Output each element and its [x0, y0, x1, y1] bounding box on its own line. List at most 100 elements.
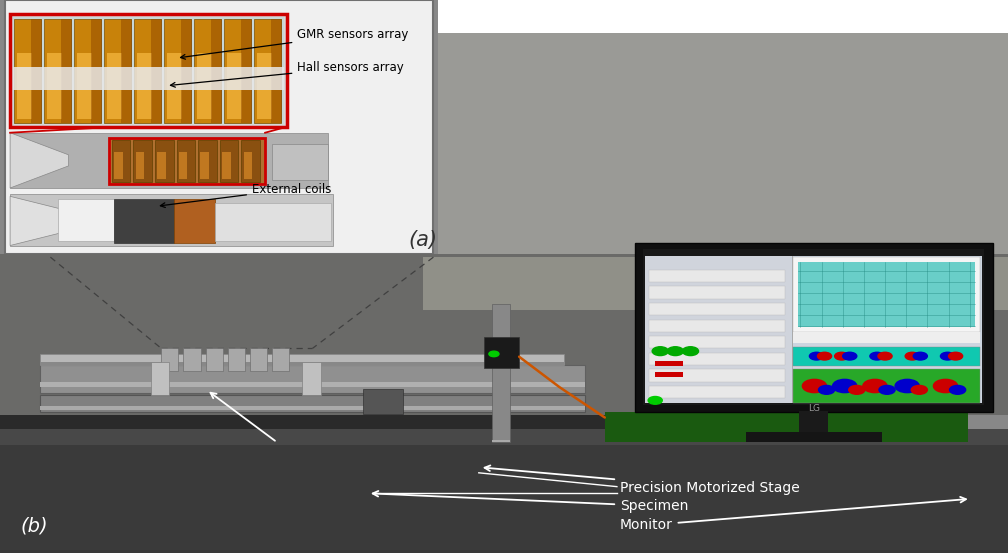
Circle shape: [879, 385, 895, 394]
Bar: [798, 262, 975, 327]
Text: Monitor: Monitor: [620, 497, 966, 533]
Circle shape: [949, 352, 963, 360]
Bar: [155, 140, 173, 182]
Bar: [649, 336, 785, 348]
Bar: [61, 19, 72, 123]
Bar: [492, 440, 510, 442]
Bar: [792, 256, 793, 403]
Bar: [241, 19, 252, 123]
Bar: [438, 0, 1008, 257]
Circle shape: [878, 352, 892, 360]
Circle shape: [835, 352, 849, 360]
Text: External coils: External coils: [160, 182, 332, 207]
Bar: [91, 19, 102, 123]
Circle shape: [950, 385, 966, 394]
Bar: [799, 411, 828, 434]
Circle shape: [818, 385, 835, 394]
Bar: [271, 19, 282, 123]
Bar: [10, 14, 287, 127]
Bar: [0, 415, 605, 429]
Bar: [649, 320, 785, 332]
Bar: [58, 199, 114, 241]
Bar: [649, 353, 785, 365]
Bar: [181, 19, 192, 123]
Bar: [227, 53, 242, 119]
Bar: [250, 348, 267, 371]
Bar: [655, 372, 683, 377]
Bar: [215, 203, 331, 241]
Bar: [107, 53, 122, 119]
Bar: [195, 19, 221, 123]
Polygon shape: [10, 196, 66, 246]
Circle shape: [863, 379, 887, 393]
Bar: [302, 362, 321, 395]
Bar: [44, 19, 72, 123]
Bar: [10, 133, 328, 188]
Bar: [649, 369, 785, 382]
Bar: [121, 19, 132, 123]
Bar: [201, 152, 209, 179]
Circle shape: [489, 351, 499, 357]
Bar: [212, 19, 222, 123]
Circle shape: [940, 352, 955, 360]
Bar: [109, 138, 265, 184]
Bar: [104, 19, 131, 123]
FancyBboxPatch shape: [5, 0, 433, 254]
Text: Specimen: Specimen: [373, 491, 688, 513]
Circle shape: [870, 352, 884, 360]
Circle shape: [809, 352, 824, 360]
Circle shape: [905, 352, 919, 360]
Circle shape: [911, 385, 927, 394]
Bar: [423, 257, 1008, 310]
Text: Hall sensors array: Hall sensors array: [170, 61, 404, 87]
Bar: [222, 152, 231, 179]
Text: (b): (b): [20, 517, 47, 536]
Bar: [649, 303, 785, 315]
Bar: [198, 53, 213, 119]
Bar: [643, 249, 984, 405]
Bar: [10, 194, 333, 246]
Circle shape: [849, 385, 865, 394]
Circle shape: [802, 379, 827, 393]
Circle shape: [843, 352, 857, 360]
Bar: [157, 152, 165, 179]
Bar: [244, 152, 252, 179]
Circle shape: [933, 379, 958, 393]
Bar: [183, 348, 201, 371]
Bar: [167, 53, 182, 119]
Circle shape: [682, 347, 699, 356]
Bar: [649, 386, 785, 398]
Bar: [161, 348, 178, 371]
Bar: [272, 144, 328, 180]
Bar: [13, 17, 284, 124]
Bar: [135, 152, 144, 179]
Bar: [31, 19, 41, 123]
Bar: [254, 19, 281, 123]
Bar: [178, 152, 187, 179]
Bar: [151, 362, 169, 395]
Circle shape: [817, 352, 832, 360]
Bar: [164, 19, 192, 123]
Bar: [134, 19, 161, 123]
Circle shape: [895, 379, 919, 393]
Bar: [112, 140, 130, 182]
Bar: [793, 369, 980, 403]
Circle shape: [648, 397, 662, 404]
Text: (a): (a): [408, 230, 437, 250]
Bar: [114, 152, 123, 179]
Bar: [75, 19, 101, 123]
Bar: [635, 243, 993, 412]
Bar: [746, 432, 882, 442]
Bar: [206, 348, 223, 371]
Bar: [137, 53, 152, 119]
Bar: [174, 199, 215, 243]
Bar: [0, 429, 1008, 445]
Bar: [13, 67, 284, 90]
Text: GMR sensors array: GMR sensors array: [180, 28, 408, 59]
Bar: [17, 53, 32, 119]
Circle shape: [913, 352, 927, 360]
Bar: [363, 389, 403, 414]
Bar: [40, 395, 585, 412]
Bar: [793, 257, 980, 332]
Bar: [242, 140, 260, 182]
